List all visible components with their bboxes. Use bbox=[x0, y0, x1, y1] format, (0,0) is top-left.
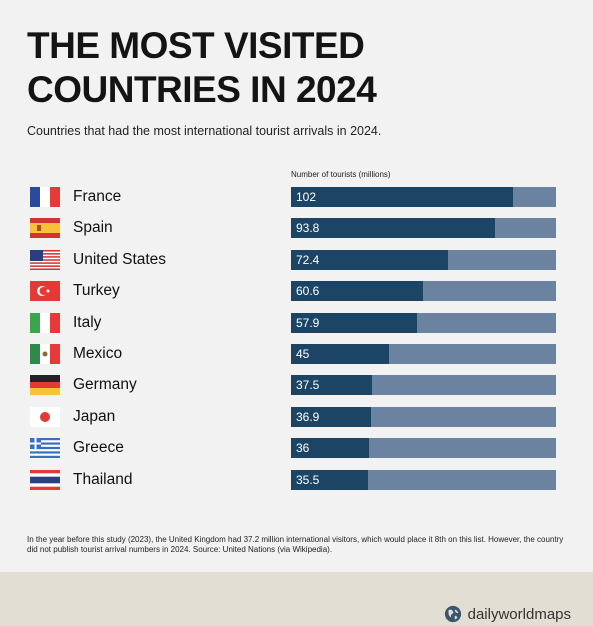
bar-track: 37.5 bbox=[291, 375, 556, 396]
table-row: Thailand 35.5 bbox=[27, 467, 562, 493]
country-name: Greece bbox=[73, 439, 124, 457]
germany-flag-icon bbox=[30, 375, 60, 396]
bar-track: 93.8 bbox=[291, 218, 556, 239]
bar bbox=[291, 438, 370, 459]
data-label: 45 bbox=[296, 347, 310, 361]
table-row: Mexico 45 bbox=[27, 341, 562, 367]
bar bbox=[291, 218, 495, 239]
footnote: In the year before this study (2023), th… bbox=[27, 535, 564, 554]
france-flag-icon bbox=[30, 187, 60, 207]
table-row: United States 72.4 bbox=[27, 247, 562, 273]
data-label: 36 bbox=[296, 441, 310, 456]
country-name: Mexico bbox=[73, 345, 123, 362]
bar bbox=[291, 344, 389, 364]
country-name: France bbox=[73, 188, 122, 205]
data-label: 102 bbox=[296, 190, 317, 204]
bar bbox=[291, 406, 372, 427]
table-row: Spain 93.8 bbox=[27, 215, 562, 241]
country-name: United States bbox=[73, 250, 167, 268]
table-row: Italy 57.9 bbox=[27, 310, 562, 336]
data-label: 36.9 bbox=[296, 409, 320, 424]
bar bbox=[291, 249, 449, 270]
bar bbox=[291, 281, 423, 302]
infographic-card: THE MOST VISITED COUNTRIES IN 2024 Count… bbox=[27, 25, 564, 554]
italy-flag-icon bbox=[30, 312, 60, 333]
axis-label: Number of tourists (millions) bbox=[291, 170, 391, 179]
data-label: 37.5 bbox=[296, 378, 320, 393]
country-name: Thailand bbox=[73, 470, 133, 488]
bar bbox=[291, 375, 373, 396]
spain-flag-icon bbox=[30, 218, 60, 239]
thailand-flag-icon bbox=[30, 469, 60, 490]
bar bbox=[291, 312, 417, 333]
bar-track: 60.6 bbox=[291, 281, 556, 302]
country-name: Italy bbox=[73, 313, 102, 331]
data-label: 57.9 bbox=[296, 315, 320, 330]
bar-track: 57.9 bbox=[291, 312, 556, 333]
bar-track: 102 bbox=[291, 187, 556, 207]
data-label: 72.4 bbox=[296, 252, 320, 267]
table-row: Germany 37.5 bbox=[27, 372, 562, 398]
mexico-flag-icon bbox=[30, 344, 60, 364]
brand[interactable]: dailyworldmaps bbox=[444, 605, 571, 623]
footer: dailyworldmaps bbox=[0, 572, 593, 626]
bar bbox=[291, 469, 369, 490]
country-name: Germany bbox=[73, 376, 137, 394]
bar-track: 36 bbox=[291, 438, 556, 459]
country-name: Spain bbox=[73, 219, 113, 237]
data-label: 93.8 bbox=[296, 221, 320, 236]
bar-track: 72.4 bbox=[291, 249, 556, 270]
page-title: THE MOST VISITED COUNTRIES IN 2024 bbox=[27, 25, 377, 110]
japan-flag-icon bbox=[30, 406, 60, 427]
data-label: 35.5 bbox=[296, 472, 320, 487]
globe-icon bbox=[444, 605, 461, 623]
table-row: Greece 36 bbox=[27, 435, 562, 461]
table-row: Japan 36.9 bbox=[27, 404, 562, 430]
bar-track: 36.9 bbox=[291, 406, 556, 427]
table-row: Turkey 60.6 bbox=[27, 278, 562, 304]
subtitle: Countries that had the most internationa… bbox=[27, 124, 382, 138]
table-row: France 102 bbox=[27, 184, 562, 210]
bar-track: 45 bbox=[291, 344, 556, 364]
data-label: 60.6 bbox=[296, 284, 320, 299]
brand-name: dailyworldmaps bbox=[467, 605, 571, 623]
bar-track: 35.5 bbox=[291, 469, 556, 490]
country-name: Japan bbox=[73, 407, 116, 425]
usa-flag-icon bbox=[30, 249, 60, 270]
bar bbox=[291, 187, 513, 207]
greece-flag-icon bbox=[30, 438, 60, 459]
country-name: Turkey bbox=[73, 282, 120, 300]
turkey-flag-icon bbox=[30, 281, 60, 302]
